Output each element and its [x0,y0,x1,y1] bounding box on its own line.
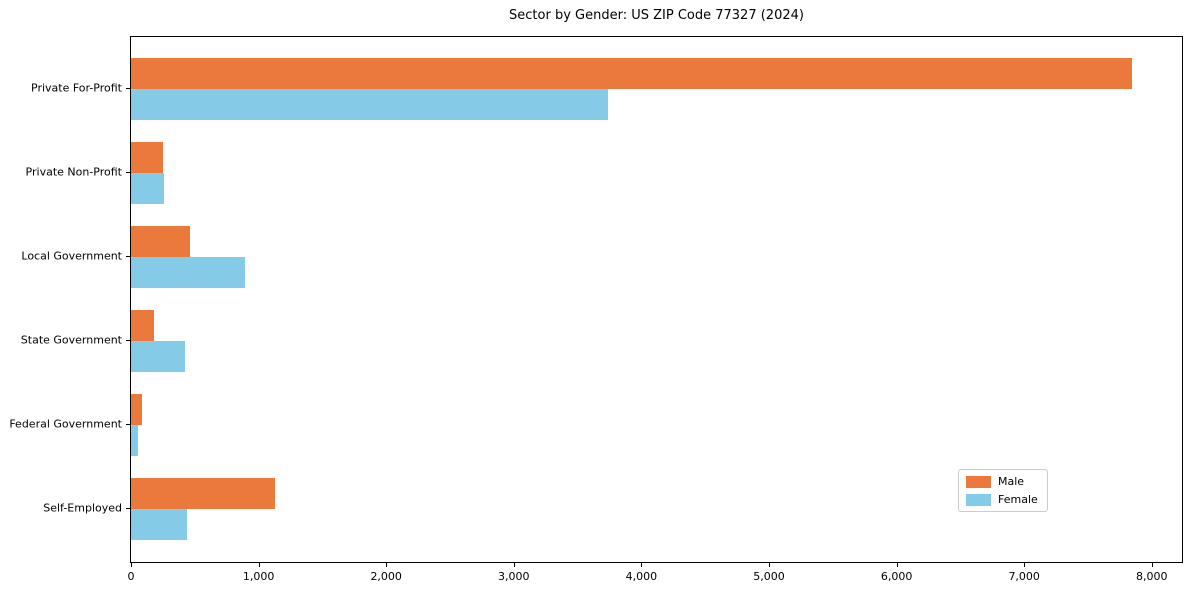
bar-female-federal-government [131,425,138,456]
x-tick-label: 3,000 [498,570,530,583]
legend-swatch-male [966,475,991,488]
legend-label: Female [998,493,1038,506]
y-tick-label: Local Government [21,249,122,263]
bar-male-local-government [131,226,190,257]
bar-male-state-government [131,310,154,341]
x-tick-label: 5,000 [753,570,785,583]
y-tick-mark [126,340,130,341]
bar-male-self-employed [131,478,276,509]
y-tick-label: Private Non-Profit [25,165,122,179]
bar-female-state-government [131,341,185,372]
y-tick-label: Self-Employed [43,501,122,515]
x-tick-mark [896,563,898,567]
x-tick-mark [769,563,770,567]
legend: Male Female [958,469,1048,512]
chart-title: Sector by Gender: US ZIP Code 77327 (202… [509,8,804,23]
y-tick-mark [126,508,130,509]
x-tick-mark [131,563,132,567]
y-tick-mark [126,88,130,89]
legend-item-female: Female [966,493,1038,506]
x-tick-label: 4,000 [625,570,658,583]
bar-female-self-employed [131,509,188,540]
x-tick-label: 8,000 [1136,570,1168,583]
x-tick-label: 7,000 [1008,570,1040,583]
legend-label: Male [998,475,1025,488]
bar-female-local-government [131,257,245,288]
x-tick-mark [258,563,260,567]
x-tick-label: 6,000 [880,570,913,583]
x-tick-mark [386,563,388,567]
legend-item-male: Male [966,475,1038,488]
bar-female-private-for-profit [131,89,608,120]
bar-male-federal-government [131,394,142,425]
y-tick-mark [126,256,130,257]
y-tick-label: Federal Government [9,417,122,431]
bar-male-private-for-profit [131,58,1132,89]
x-tick-mark [513,563,515,567]
x-tick-label: 1,000 [242,570,275,583]
x-tick-mark [1151,563,1153,567]
x-tick-label: 0 [127,570,135,583]
bar-male-private-non-profit [131,142,163,173]
y-tick-label: State Government [20,333,122,347]
legend-swatch-female [966,493,991,506]
y-tick-mark [126,172,130,173]
bar-female-private-non-profit [131,173,164,204]
x-tick-mark [641,563,643,567]
y-tick-mark [126,424,130,425]
plot-area [130,36,1183,563]
x-tick-mark [1024,563,1026,567]
y-tick-label: Private For-Profit [31,81,122,95]
x-tick-label: 2,000 [370,570,402,583]
